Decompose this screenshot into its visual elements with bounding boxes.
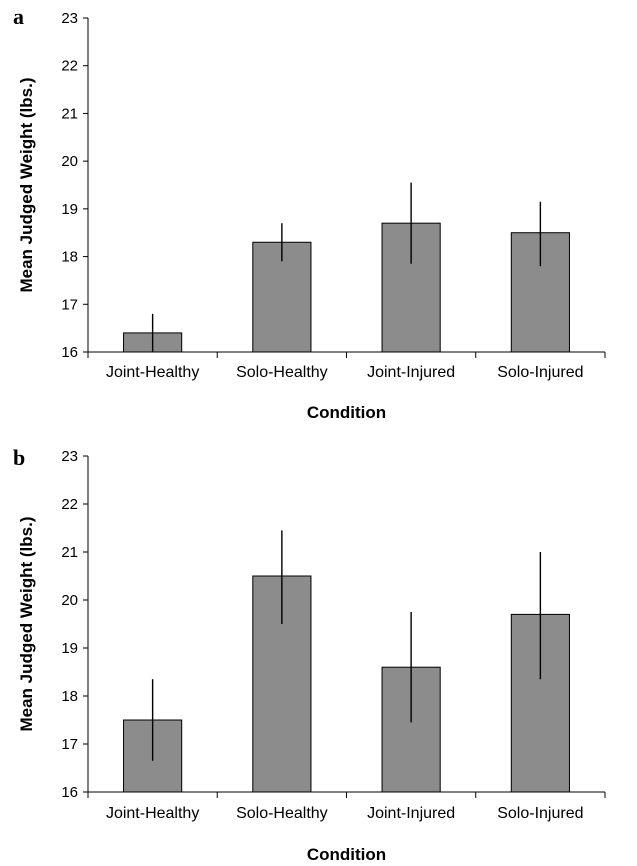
panel-a-y-tick-label: 20 [61,153,78,170]
panel-a-letter: a [13,4,24,29]
panel-b-y-tick-label: 16 [61,784,78,801]
panel-a-category-label: Solo-Injured [497,364,583,381]
panel-a-category-label: Joint-Healthy [106,364,199,381]
panel-b-category-label: Solo-Injured [497,805,583,822]
panel-a-y-tick-label: 21 [61,105,78,122]
panel-a-y-tick-label: 16 [61,344,78,361]
panel-a-y-tick-label: 17 [61,296,78,313]
panel-b-y-tick-label: 19 [61,640,78,657]
panel-b-y-axis-title: Mean Judged Weight (lbs.) [17,516,36,731]
panel-a-y-tick-label: 23 [61,10,78,27]
panel-a-y-axis-title: Mean Judged Weight (lbs.) [17,77,36,292]
panel-b-y-tick-label: 20 [61,592,78,609]
panel-b-y-tick-label: 22 [61,496,78,513]
panel-a-category-label: Joint-Injured [367,364,455,381]
panel-a-y-tick-label: 22 [61,58,78,75]
panel-a-x-axis-title: Condition [307,403,386,422]
panel-b-letter: b [13,445,25,470]
panel-a-y-tick-label: 18 [61,249,78,266]
panel-b-y-tick-label: 17 [61,736,78,753]
panel-a-category-label: Solo-Healthy [236,364,328,381]
panel-b-y-tick-label: 21 [61,544,78,561]
panel-b-y-tick-label: 18 [61,688,78,705]
panel-a-y-tick-label: 19 [61,201,78,218]
panel-b-y-tick-label: 23 [61,448,78,465]
panel-b-category-label: Joint-Injured [367,805,455,822]
panel-b-x-axis-title: Condition [307,845,386,864]
panel-b-category-label: Solo-Healthy [236,805,328,822]
panel-b-category-label: Joint-Healthy [106,805,199,822]
